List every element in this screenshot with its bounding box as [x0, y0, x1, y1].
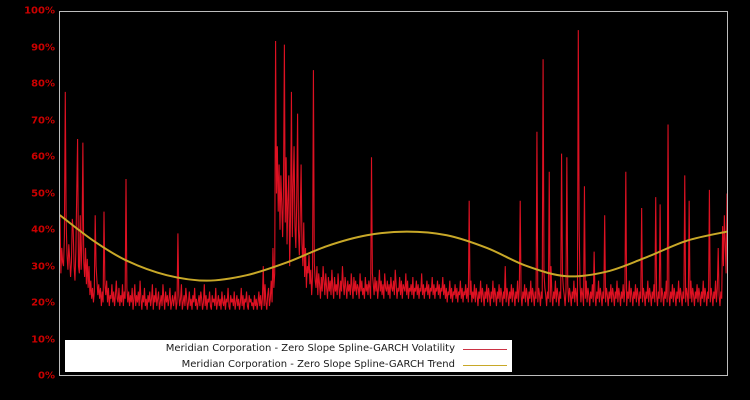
legend-label-trend: Meridian Corporation - Zero Slope Spline…	[181, 359, 455, 370]
legend-swatch-volatility	[463, 348, 507, 350]
series-svg	[60, 30, 727, 310]
y-axis-tick-70: 70%	[31, 115, 55, 126]
y-axis-tick-labels: 0% 10% 20% 30% 40% 50% 60% 70% 80% 90% 100%	[0, 0, 55, 400]
y-axis-tick-90: 90%	[31, 42, 55, 53]
y-axis-tick-10: 10%	[31, 334, 55, 345]
y-axis-tick-80: 80%	[31, 78, 55, 90]
legend-entry-trend: Meridian Corporation - Zero Slope Spline…	[66, 357, 511, 373]
series-canvas	[60, 12, 727, 375]
plot-area	[59, 11, 728, 376]
legend-entry-volatility: Meridian Corporation - Zero Slope Spline…	[66, 341, 511, 357]
y-axis-tick-60: 60%	[31, 151, 55, 163]
y-axis-tick-30: 30%	[31, 261, 55, 272]
volatility-series	[60, 30, 727, 310]
y-axis-tick-40: 40%	[31, 224, 55, 236]
y-axis-tick-100: 100%	[24, 5, 55, 17]
y-axis-tick-0: 0%	[38, 370, 55, 382]
legend-swatch-trend	[463, 364, 507, 366]
trend-series	[60, 214, 727, 282]
legend-label-volatility: Meridian Corporation - Zero Slope Spline…	[165, 343, 455, 354]
y-axis-tick-20: 20%	[31, 297, 55, 309]
y-axis-tick-50: 50%	[31, 188, 55, 199]
chart-legend: Meridian Corporation - Zero Slope Spline…	[65, 340, 512, 372]
